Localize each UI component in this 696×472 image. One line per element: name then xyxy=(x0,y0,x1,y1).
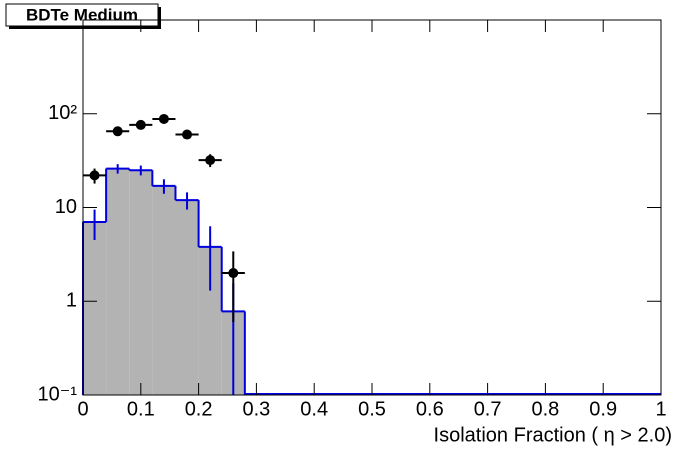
x-axis-label: Isolation Fraction ( η > 2.0) xyxy=(434,424,672,446)
hist-bar xyxy=(175,200,199,395)
y-tick-label: 1 xyxy=(66,290,77,312)
data-point xyxy=(135,119,146,130)
x-tick-label: 0.6 xyxy=(416,398,444,420)
data-point xyxy=(89,170,100,181)
y-tick-label: 10 xyxy=(55,196,77,218)
hist-bar xyxy=(129,170,153,395)
x-tick-label: 0 xyxy=(77,398,88,420)
x-tick-label: 0.4 xyxy=(300,398,328,420)
hist-bar xyxy=(83,222,107,395)
x-tick-label: 0.1 xyxy=(127,398,155,420)
x-tick-label: 0.9 xyxy=(589,398,617,420)
y-tick-label: 10⁻¹ xyxy=(38,383,78,405)
data-point xyxy=(182,129,193,140)
x-tick-label: 0.2 xyxy=(185,398,213,420)
hist-bar xyxy=(106,168,130,395)
hist-bar xyxy=(198,246,222,395)
x-tick-label: 0.3 xyxy=(242,398,270,420)
data-point xyxy=(158,113,169,124)
data-point xyxy=(205,155,216,166)
hist-bar xyxy=(152,185,176,395)
x-tick-label: 0.8 xyxy=(531,398,559,420)
y-tick-label: 10² xyxy=(48,102,77,124)
x-tick-label: 1 xyxy=(655,398,666,420)
data-point xyxy=(228,268,239,279)
data-point xyxy=(112,126,123,137)
chart-title: BDTe Medium xyxy=(26,5,138,24)
x-tick-label: 0.7 xyxy=(474,398,502,420)
x-tick-label: 0.5 xyxy=(358,398,386,420)
